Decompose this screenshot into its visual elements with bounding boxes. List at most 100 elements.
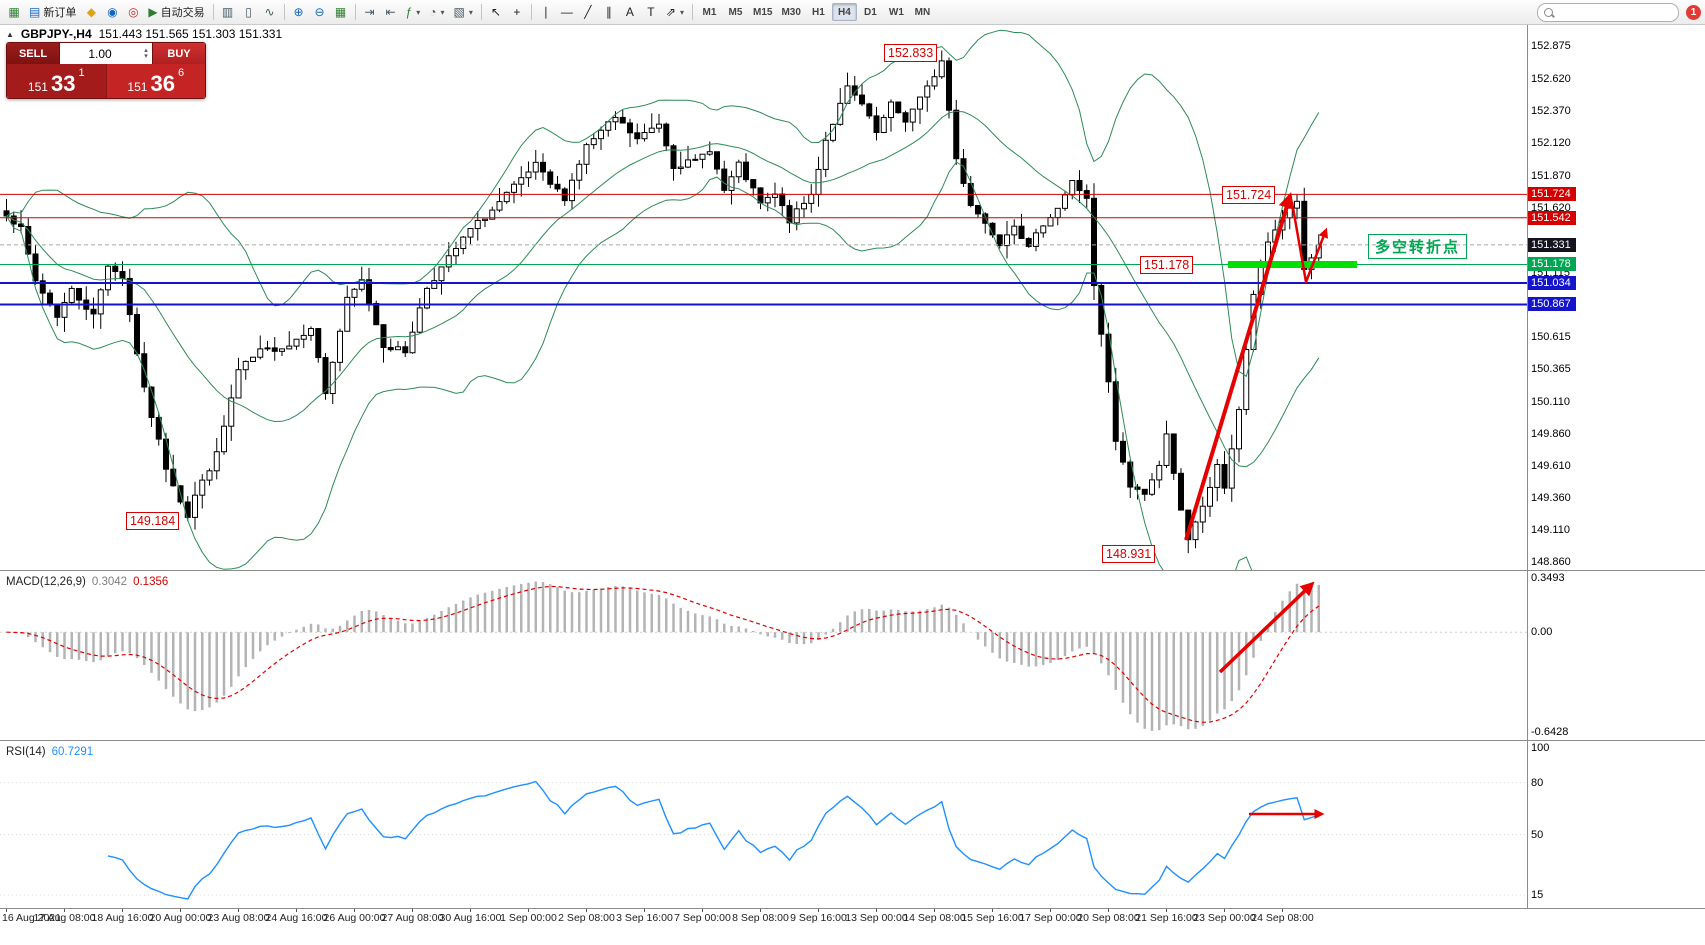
pullback-arrow[interactable] — [1290, 201, 1328, 284]
new-chart-button[interactable]: ▦ — [4, 2, 24, 22]
label-tool-button[interactable]: T — [641, 2, 661, 22]
news-feed-icon: ◎ — [128, 5, 139, 19]
chevron-down-icon: ▾ — [679, 7, 684, 17]
volume-up-icon[interactable]: ▴ — [144, 46, 148, 54]
vertical-line-tool-button[interactable]: ∣ — [536, 2, 556, 22]
channel-tool-icon: ∥ — [605, 5, 612, 19]
auto-trading-label: 自动交易 — [160, 7, 205, 19]
new-order-icon: ▤ — [29, 5, 41, 19]
bollinger-band — [6, 161, 1253, 570]
volume-down-icon[interactable]: ▾ — [144, 52, 148, 60]
price-tag: 151.331 — [1528, 237, 1576, 252]
chevron-down-icon: ▾ — [416, 7, 421, 17]
buy-price-big: 36 — [150, 71, 175, 96]
pivot-note[interactable]: 多空转折点 — [1368, 234, 1468, 259]
rally-arrow[interactable] — [1184, 192, 1295, 541]
rsi-axis-label: 80 — [1531, 776, 1544, 789]
shapes-button[interactable]: ⇗ ▾ — [662, 2, 688, 22]
resistance-price-box[interactable]: 151.724 — [1222, 186, 1276, 204]
time-axis-label: 8 Sep 08:00 — [732, 912, 789, 924]
mql5-market-icon: ◆ — [86, 5, 96, 19]
timeframe-m30-button[interactable]: M30 — [777, 3, 804, 21]
bar-chart-type-button[interactable]: ▥ — [218, 2, 238, 22]
crosshair-icon: + — [513, 5, 521, 19]
sell-price[interactable]: 151 33 1 — [7, 64, 106, 98]
crosshair-button[interactable]: + — [507, 2, 527, 22]
horizontal-line-tool-button[interactable]: ― — [557, 2, 577, 22]
time-axis-label: 14 Sep 08:00 — [903, 912, 966, 924]
zoom-in-icon: ⊕ — [293, 5, 304, 19]
indicators-button[interactable]: ƒ ▾ — [402, 2, 425, 22]
text-tool-button[interactable]: A — [620, 2, 640, 22]
candle-chart-type-button[interactable]: ▯ — [239, 2, 259, 22]
volume-input[interactable] — [60, 45, 140, 62]
time-axis-label: 21 Sep 16:00 — [1135, 912, 1198, 924]
sell-price-big: 33 — [50, 71, 76, 96]
toolbar-separator — [283, 4, 285, 20]
price-scale-label: 151.870 — [1531, 169, 1571, 182]
pivot-price-box[interactable]: 151.178 — [1140, 256, 1194, 274]
chart-shift-icon: ⇤ — [385, 5, 396, 19]
time-axis-label: 13 Sep 00:00 — [845, 912, 908, 924]
cursor-button[interactable]: ↖ — [486, 2, 506, 22]
timeframe-w1-button[interactable]: W1 — [884, 3, 909, 21]
symbol-info: ▲ GBPJPY-,H4 151.443 151.565 151.303 151… — [6, 27, 282, 41]
volume-stepper[interactable]: ▴ ▾ — [59, 43, 153, 64]
price-scale-label: 151.620 — [1531, 201, 1571, 214]
buy-price-prefix: 151 — [127, 80, 148, 94]
auto-trading-button[interactable]: ▶ 自动交易 — [144, 2, 208, 22]
price-tag: 150.867 — [1528, 297, 1576, 312]
collapse-icon[interactable]: ▲ — [6, 29, 14, 39]
auto-scroll-button[interactable]: ⇥ — [360, 2, 380, 22]
timeframe-h1-button[interactable]: H1 — [806, 3, 831, 21]
community-button[interactable]: ◉ — [102, 2, 122, 22]
timeframe-h4-button[interactable]: H4 — [831, 3, 857, 21]
timeframe-m5-button[interactable]: M5 — [723, 3, 748, 21]
toolbar-separator — [530, 4, 532, 20]
line-chart-type-button[interactable]: ∿ — [260, 2, 280, 22]
price-tag: 151.542 — [1528, 210, 1576, 225]
tile-windows-button[interactable]: ▦ — [331, 2, 351, 22]
timeframe-m1-button[interactable]: M1 — [697, 3, 722, 21]
macd-layer — [0, 581, 1527, 731]
trendline-tool-button[interactable]: ╱ — [578, 2, 598, 22]
timeframe-m15-button[interactable]: M15 — [749, 3, 776, 21]
buy-price[interactable]: 151 36 6 — [105, 64, 205, 98]
timeframe-mn-button[interactable]: MN — [910, 3, 935, 21]
rsi-axis-label: 50 — [1531, 828, 1544, 841]
auto-scroll-icon: ⇥ — [364, 5, 375, 19]
zoom-out-button[interactable]: ⊖ — [310, 2, 330, 22]
time-axis-label: 16 Aug 2021 — [2, 912, 61, 924]
mql5-market-button[interactable]: ◆ — [81, 2, 101, 22]
time-axis-label: 27 Aug 08:00 — [381, 912, 444, 924]
macd-main-value: 0.3042 — [91, 576, 128, 588]
search-box[interactable] — [1537, 2, 1679, 22]
time-axis-label: 7 Sep 00:00 — [674, 912, 731, 924]
buy-button[interactable]: BUY — [153, 43, 205, 64]
templates-button[interactable]: ▧ ▾ — [450, 2, 477, 22]
periods-button[interactable]: ◔ ▾ — [425, 2, 448, 22]
toolbar-separator — [354, 4, 356, 20]
timeframe-d1-button[interactable]: D1 — [858, 3, 883, 21]
zoom-in-button[interactable]: ⊕ — [289, 2, 309, 22]
trendline-tool-icon: ╱ — [584, 5, 592, 19]
ohlc-values: 151.443 151.565 151.303 151.331 — [98, 27, 283, 41]
news-feed-button[interactable]: ◎ — [123, 2, 143, 22]
high-price-box[interactable]: 152.833 — [884, 44, 938, 62]
channel-tool-button[interactable]: ∥ — [599, 2, 619, 22]
low2-price-box[interactable]: 148.931 — [1102, 545, 1156, 563]
time-axis-label: 3 Sep 16:00 — [616, 912, 673, 924]
new-order-button[interactable]: ▤ 新订单 — [25, 2, 80, 22]
chart-shift-button[interactable]: ⇤ — [381, 2, 401, 22]
notification-badge[interactable]: 1 — [1686, 4, 1701, 20]
toolbar-separator — [212, 4, 214, 20]
price-tag: 151.034 — [1528, 275, 1576, 290]
macd-axis-label: 0.3493 — [1531, 571, 1565, 584]
sell-button[interactable]: SELL — [7, 43, 59, 64]
price-scale-label: 148.860 — [1531, 556, 1571, 569]
low1-price-box[interactable]: 149.184 — [126, 512, 180, 530]
time-axis-label: 9 Sep 16:00 — [790, 912, 847, 924]
search-input[interactable] — [1558, 5, 1672, 19]
macd-arrow[interactable] — [1218, 581, 1315, 674]
